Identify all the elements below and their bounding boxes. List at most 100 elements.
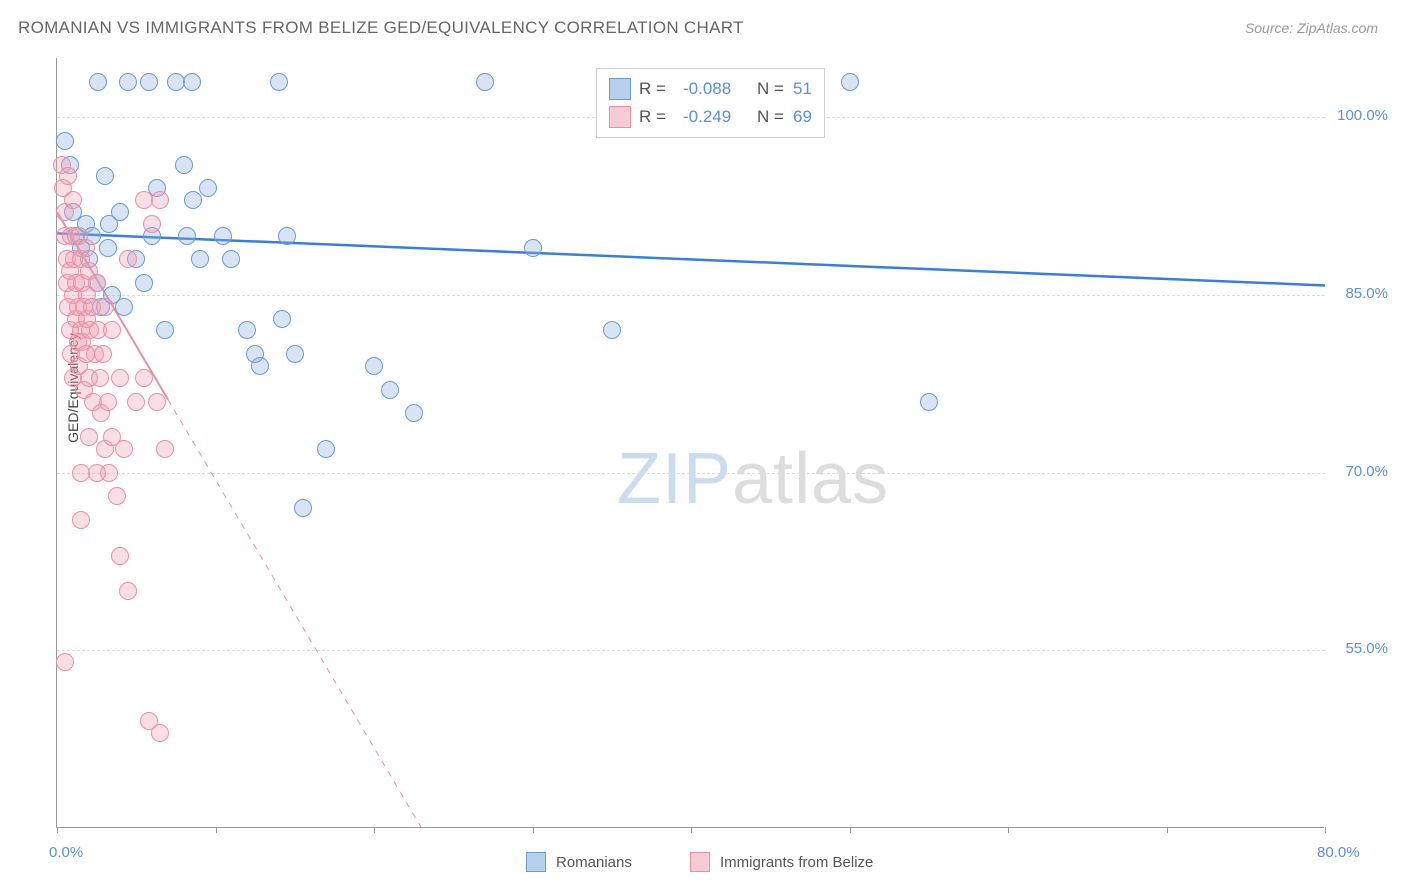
data-point xyxy=(603,321,621,339)
data-point xyxy=(317,440,335,458)
romanians-r-value: -0.088 xyxy=(683,79,751,99)
romanians-n-value: 51 xyxy=(793,79,812,99)
data-point xyxy=(143,215,161,233)
x-tick xyxy=(1008,827,1009,833)
x-tick-label: 80.0% xyxy=(1317,844,1360,861)
stats-legend: R = -0.088 N = 51 R = -0.249 N = 69 xyxy=(596,68,825,138)
x-tick xyxy=(1325,827,1326,833)
y-tick-label: 55.0% xyxy=(1345,640,1388,657)
trend-svg xyxy=(57,58,1325,828)
data-point xyxy=(59,167,77,185)
data-point xyxy=(476,73,494,91)
data-point xyxy=(191,250,209,268)
data-point xyxy=(96,298,114,316)
romanians-legend-label: Romanians xyxy=(556,854,632,871)
belize-r-value: -0.249 xyxy=(683,107,751,127)
data-point xyxy=(115,298,133,316)
data-point xyxy=(273,310,291,328)
data-point xyxy=(103,321,121,339)
data-point xyxy=(199,179,217,197)
x-tick xyxy=(57,827,58,833)
data-point xyxy=(156,321,174,339)
r-label: R = xyxy=(639,107,677,127)
data-point xyxy=(96,167,114,185)
plot-area: ZIPatlas 55.0%70.0%85.0%100.0%0.0%80.0% xyxy=(56,58,1324,828)
data-point xyxy=(140,712,158,730)
data-point xyxy=(89,73,107,91)
data-point xyxy=(175,156,193,174)
belize-legend-label: Immigrants from Belize xyxy=(720,854,873,871)
x-tick xyxy=(374,827,375,833)
data-point xyxy=(270,73,288,91)
gridline xyxy=(57,473,1325,474)
data-point xyxy=(365,357,383,375)
data-point xyxy=(405,404,423,422)
data-point xyxy=(251,357,269,375)
watermark-atlas: atlas xyxy=(732,439,889,519)
bottom-legend-belize: Immigrants from Belize xyxy=(690,852,873,872)
data-point xyxy=(88,464,106,482)
data-point xyxy=(91,369,109,387)
romanians-swatch-bottom xyxy=(526,852,546,872)
data-point xyxy=(111,369,129,387)
data-point xyxy=(524,239,542,257)
belize-n-value: 69 xyxy=(793,107,812,127)
data-point xyxy=(135,369,153,387)
data-point xyxy=(80,428,98,446)
data-point xyxy=(56,653,74,671)
data-point xyxy=(94,345,112,363)
data-point xyxy=(72,511,90,529)
y-tick-label: 70.0% xyxy=(1345,463,1388,480)
data-point xyxy=(135,274,153,292)
data-point xyxy=(278,227,296,245)
x-tick-label: 0.0% xyxy=(49,844,83,861)
data-point xyxy=(88,274,106,292)
data-point xyxy=(920,393,938,411)
stats-row-belize: R = -0.249 N = 69 xyxy=(609,103,812,131)
data-point xyxy=(156,440,174,458)
data-point xyxy=(119,250,137,268)
data-point xyxy=(148,393,166,411)
x-tick xyxy=(691,827,692,833)
belize-swatch xyxy=(609,106,631,128)
data-point xyxy=(115,440,133,458)
data-point xyxy=(111,203,129,221)
x-tick xyxy=(216,827,217,833)
n-label: N = xyxy=(757,107,787,127)
data-point xyxy=(64,191,82,209)
bottom-legend-romanians: Romanians xyxy=(526,852,632,872)
data-point xyxy=(119,582,137,600)
data-point xyxy=(119,73,137,91)
gridline xyxy=(57,295,1325,296)
data-point xyxy=(214,227,232,245)
stats-row-romanians: R = -0.088 N = 51 xyxy=(609,75,812,103)
data-point xyxy=(56,132,74,150)
data-point xyxy=(151,191,169,209)
watermark: ZIPatlas xyxy=(617,438,889,520)
data-point xyxy=(111,547,129,565)
data-point xyxy=(178,227,196,245)
x-tick xyxy=(850,827,851,833)
data-point xyxy=(99,239,117,257)
data-point xyxy=(222,250,240,268)
n-label: N = xyxy=(757,79,787,99)
x-tick xyxy=(1167,827,1168,833)
belize-swatch-bottom xyxy=(690,852,710,872)
data-point xyxy=(238,321,256,339)
data-point xyxy=(127,393,145,411)
y-tick-label: 85.0% xyxy=(1345,285,1388,302)
r-label: R = xyxy=(639,79,677,99)
data-point xyxy=(77,239,95,257)
y-tick-label: 100.0% xyxy=(1337,107,1388,124)
data-point xyxy=(381,381,399,399)
data-point xyxy=(183,73,201,91)
data-point xyxy=(294,499,312,517)
data-point xyxy=(140,73,158,91)
data-point xyxy=(99,393,117,411)
chart-title: ROMANIAN VS IMMIGRANTS FROM BELIZE GED/E… xyxy=(18,18,744,38)
romanians-swatch xyxy=(609,78,631,100)
x-tick xyxy=(533,827,534,833)
data-point xyxy=(108,487,126,505)
source-label: Source: ZipAtlas.com xyxy=(1245,20,1378,36)
data-point xyxy=(286,345,304,363)
